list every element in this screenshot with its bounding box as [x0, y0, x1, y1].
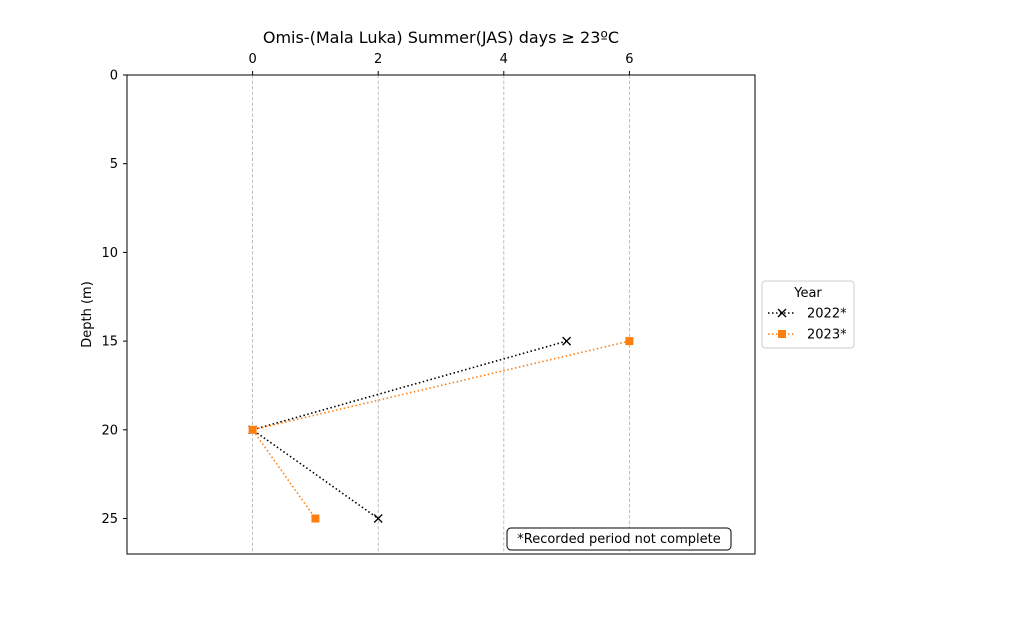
data-point — [311, 514, 320, 523]
series-line — [251, 340, 630, 519]
legend-title: Year — [793, 286, 822, 301]
legend-entry: 2023* — [768, 328, 847, 343]
series-2023 — [248, 337, 634, 523]
y-tick-label: 5 — [110, 157, 118, 172]
plot-frame — [126, 74, 756, 555]
legend-entry: 2022* — [768, 307, 847, 322]
data-point — [625, 337, 634, 346]
y-tick-label: 25 — [101, 512, 118, 527]
y-axis-label: Depth (m) — [80, 281, 95, 348]
y-tick-label: 0 — [110, 69, 118, 84]
y-tick-label: 15 — [101, 335, 118, 350]
series-line — [250, 340, 567, 520]
legend-marker — [777, 308, 787, 318]
legend: Year 2022* 2023* — [761, 280, 855, 349]
gridlines — [252, 75, 630, 554]
legend-label: 2023* — [807, 328, 847, 343]
series-2022 — [248, 336, 572, 523]
chart-title: Omis-(Mala Luka) Summer(JAS) days ≥ 23ºC — [263, 28, 619, 47]
x-tick-label: 2 — [374, 52, 382, 67]
x-axis: 0 2 4 6 — [248, 52, 634, 75]
data-point — [248, 425, 257, 434]
x-tick-label: 4 — [500, 52, 508, 67]
x-tick-label: 6 — [625, 52, 633, 67]
y-axis: 0 5 10 15 20 25 — [101, 69, 127, 527]
y-tick-label: 10 — [101, 246, 118, 261]
y-tick-label: 20 — [101, 423, 118, 438]
marker-stroke — [777, 308, 787, 318]
x-tick-label: 0 — [248, 52, 256, 67]
data-point — [373, 514, 383, 523]
annotation-text: *Recorded period not complete — [517, 532, 721, 547]
data-point — [562, 336, 572, 346]
annotation-box: *Recorded period not complete — [506, 527, 732, 551]
series-layer — [248, 336, 634, 523]
marker-stroke — [373, 514, 383, 523]
legend-label: 2022* — [807, 307, 847, 322]
legend-marker — [778, 330, 786, 338]
marker-stroke — [562, 336, 572, 346]
